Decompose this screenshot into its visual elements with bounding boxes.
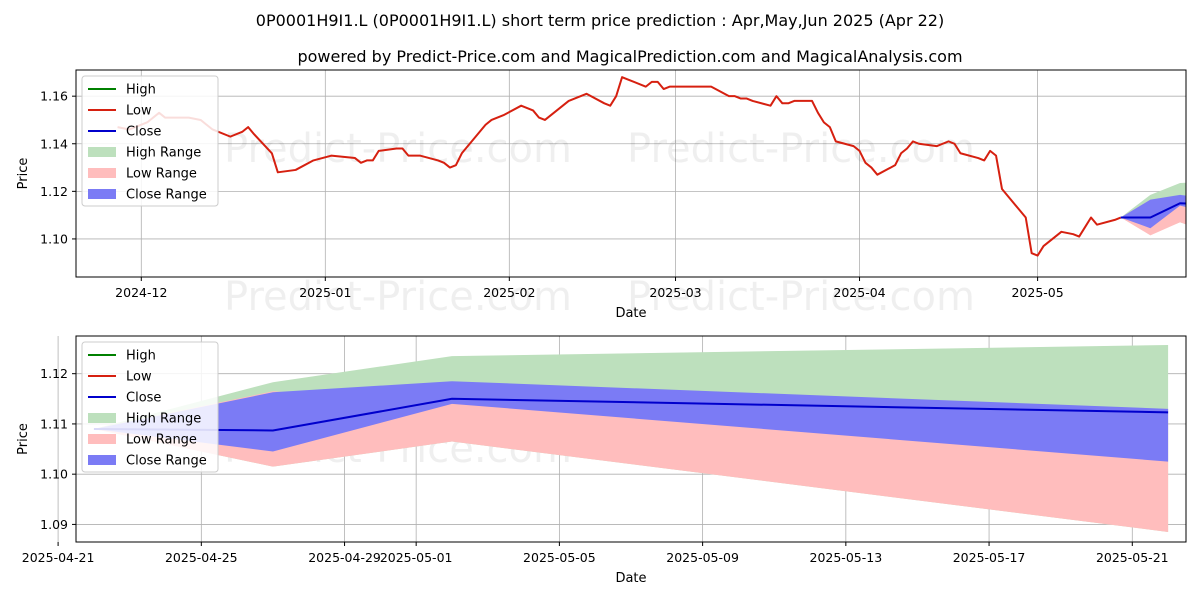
x-tick-label: 2025-04-29 — [308, 550, 381, 565]
legend-patch-swatch — [88, 434, 116, 444]
price-history-panel: Predict-Price.com Predict-Price.com Predic… — [16, 69, 1187, 321]
x-tick-label: 2025-04-25 — [165, 550, 238, 565]
x-tick-label: 2025-04-21 — [22, 550, 95, 565]
x-tick-label: 2025-05-09 — [666, 550, 739, 565]
legend-entry-label: Close — [126, 391, 161, 406]
legend-entry-label: Low Range — [126, 167, 197, 182]
close-range-band — [1120, 194, 1186, 229]
legend-entry-label: High Range — [126, 146, 201, 161]
legend-entry-label: Close — [126, 125, 161, 140]
x-tick-label: 2025-02 — [483, 285, 535, 300]
legend-entry-label: High — [126, 349, 156, 364]
low-series-line — [117, 76, 1122, 257]
x-tick-label: 2025-05-21 — [1096, 550, 1169, 565]
x-tick-label: 2025-03 — [649, 285, 701, 300]
y-tick-label: 1.14 — [40, 136, 68, 151]
y-tick-label: 1.09 — [40, 517, 68, 532]
watermark-text: Predict-Price.com — [627, 274, 975, 320]
watermark-text: Predict-Price.com — [224, 274, 572, 320]
legend-entry-label: Low Range — [126, 433, 197, 448]
x-tick-label: 2024-12 — [115, 285, 167, 300]
legend-patch-swatch — [88, 413, 116, 423]
legend: High Low Close High Range Low Range Close Ran… — [81, 341, 219, 473]
axes-frame — [75, 69, 1187, 278]
legend-patch-swatch — [88, 168, 116, 178]
plot-area — [93, 345, 1169, 532]
legend-patch-swatch — [88, 189, 116, 199]
y-axis-label: Price — [16, 158, 31, 190]
axes-frame — [75, 335, 1187, 543]
plot-area — [117, 76, 1186, 257]
grid-lines — [76, 70, 1186, 277]
x-tick-label: 2025-05-05 — [523, 550, 596, 565]
close-range-band — [93, 381, 1169, 462]
x-axis-label: Date — [615, 571, 646, 586]
legend-entry-label: High — [126, 83, 156, 98]
x-tick-label: 2025-05-13 — [810, 550, 883, 565]
legend-patch-swatch — [88, 147, 116, 157]
y-axis-label: Price — [16, 423, 31, 455]
y-tick-label: 1.10 — [40, 467, 68, 482]
legend-entry-label: Close Range — [126, 454, 207, 469]
y-tick-label: 1.10 — [40, 231, 68, 246]
x-tick-label: 2025-05-17 — [953, 550, 1026, 565]
chart-subtitle: powered by Predict-Price.com and Magical… — [297, 47, 962, 66]
watermark-text: Predict-Price.com — [627, 126, 975, 172]
y-tick-label: 1.12 — [40, 366, 68, 381]
y-tick-label: 1.16 — [40, 89, 68, 104]
legend-entry-label: Low — [126, 370, 152, 385]
legend: High Low Close High Range Low Range Close Ran… — [81, 75, 219, 207]
close-forecast-line — [1120, 202, 1186, 219]
x-tick-label: 2025-05 — [1011, 285, 1063, 300]
legend-entry-label: High Range — [126, 412, 201, 427]
watermark-group: Predict-Price.com Predict-Price.com Predic… — [224, 126, 975, 320]
forecast-zoom-panel: Predict-Price.comPredict-Price.com2025-0… — [16, 335, 1187, 586]
x-tick-label: 2025-04 — [833, 285, 885, 300]
chart-title: 0P0001H9I1.L (0P0001H9I1.L) short term p… — [256, 11, 944, 30]
legend-entry-label: Low — [126, 104, 152, 119]
y-tick-label: 1.12 — [40, 184, 68, 199]
x-axis-label: Date — [615, 306, 646, 321]
legend-entry-label: Close Range — [126, 188, 207, 203]
x-tick-label: 2025-05-01 — [380, 550, 453, 565]
legend-patch-swatch — [88, 455, 116, 465]
y-tick-label: 1.11 — [40, 416, 68, 431]
x-tick-label: 2025-01 — [299, 285, 351, 300]
